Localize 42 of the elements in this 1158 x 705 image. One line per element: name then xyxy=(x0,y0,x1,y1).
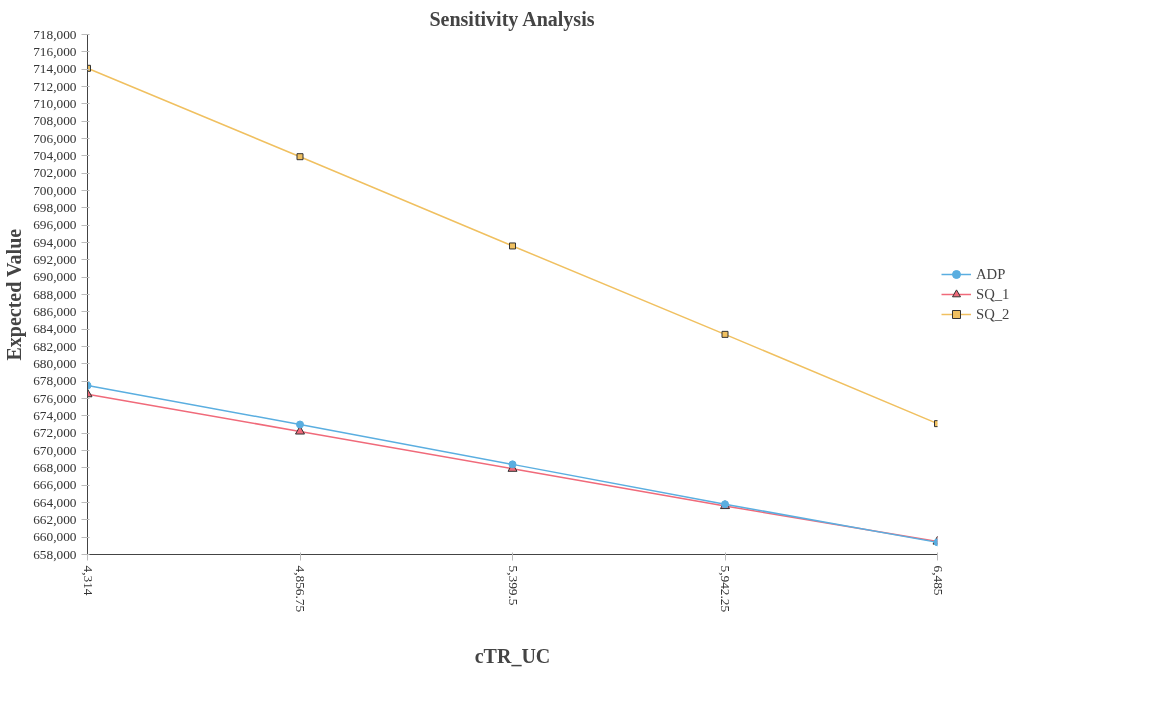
y-tick-label: 678,000 xyxy=(33,373,77,389)
y-tick-label: 698,000 xyxy=(33,199,77,215)
y-tick-label: 708,000 xyxy=(33,113,77,129)
x-axis-title: cTR_UC xyxy=(474,645,551,668)
y-tick-label: 684,000 xyxy=(33,321,77,337)
y-tick-label: 688,000 xyxy=(33,286,77,302)
x-tick-label: 4,856.75 xyxy=(293,565,308,613)
x-tick-label: 6,485 xyxy=(930,565,946,596)
x-tick-label: 5,399.5 xyxy=(505,565,521,606)
y-tick-label: 672,000 xyxy=(33,425,77,441)
y-tick-label: 666,000 xyxy=(33,477,77,493)
y-tick-label: 674,000 xyxy=(33,407,77,423)
y-tick-label: 692,000 xyxy=(33,251,77,267)
y-tick-label: 670,000 xyxy=(33,442,77,458)
y-tick-label: 676,000 xyxy=(33,390,77,406)
y-tick-label: 682,000 xyxy=(33,338,77,354)
y-tick-label: 694,000 xyxy=(33,234,77,250)
chart-title: Sensitivity Analysis xyxy=(429,7,595,31)
y-tick-label: 710,000 xyxy=(33,95,77,111)
y-tick-label: 686,000 xyxy=(33,303,77,319)
y-tick-label: 680,000 xyxy=(33,355,77,371)
y-tick-label: 716,000 xyxy=(33,43,77,59)
y-tick-label: 664,000 xyxy=(33,494,77,510)
y-tick-label: 704,000 xyxy=(33,147,77,163)
y-tick-label: 696,000 xyxy=(33,217,77,233)
y-tick-label: 702,000 xyxy=(33,165,77,181)
legend-label: SQ_1 xyxy=(976,285,1010,303)
x-tick-label: 4,314 xyxy=(80,565,96,596)
y-axis-title: Expected Value xyxy=(3,228,27,361)
y-tick-label: 712,000 xyxy=(33,78,77,94)
y-tick-label: 706,000 xyxy=(33,130,77,146)
y-tick-label: 658,000 xyxy=(33,546,77,562)
y-tick-label: 668,000 xyxy=(33,459,77,475)
y-tick-label: 718,000 xyxy=(33,26,77,42)
y-tick-label: 690,000 xyxy=(33,269,77,285)
y-tick-label: 714,000 xyxy=(33,61,77,77)
legend-label: SQ_2 xyxy=(976,305,1010,323)
y-tick-label: 660,000 xyxy=(33,529,77,545)
x-tick-label: 5,942.25 xyxy=(718,565,733,613)
legend-label: ADP xyxy=(976,265,1006,283)
y-tick-label: 662,000 xyxy=(33,511,77,527)
y-tick-label: 700,000 xyxy=(33,182,77,198)
